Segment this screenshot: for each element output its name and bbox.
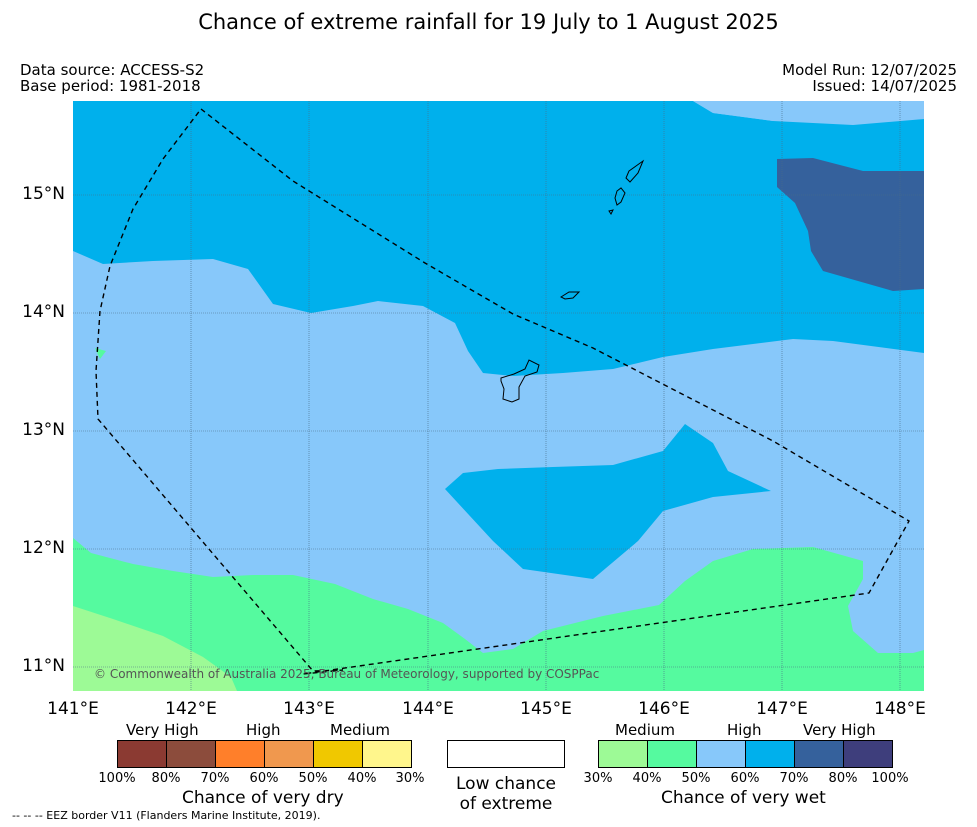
lat-label-12n: 12°N [22, 538, 65, 558]
lon-label-145e: 145°E [520, 699, 572, 719]
dry-tick-70: 70% [200, 771, 230, 786]
dry-category-very-high: Very High [126, 721, 199, 739]
island-guam [500, 359, 540, 403]
island-saipan [625, 159, 645, 183]
island-aguijan [608, 209, 614, 215]
lon-label-143e: 143°E [283, 699, 335, 719]
lon-label-141e: 141°E [47, 699, 99, 719]
low-chance-line1: Low chance [456, 774, 556, 794]
lat-label-15n: 15°N [22, 184, 65, 204]
wet-category-very-high: Very High [803, 721, 876, 739]
rainfall-map [73, 101, 924, 691]
wet-category-medium: Medium [615, 721, 675, 739]
region-wet-60-70-central [445, 424, 771, 579]
dry-tick-100: 100% [98, 771, 136, 786]
meta-left: Data source: ACCESS-S2 Base period: 1981… [20, 62, 204, 94]
low-chance-caption: Low chance of extreme [447, 774, 565, 814]
dry-tick-80: 80% [151, 771, 181, 786]
wet-tick-30: 30% [583, 771, 613, 786]
dry-tick-60: 60% [249, 771, 279, 786]
islands [500, 159, 645, 403]
base-period: Base period: 1981-2018 [20, 77, 201, 95]
dry-swatch-1 [118, 741, 167, 767]
page-title: Chance of extreme rainfall for 19 July t… [198, 10, 779, 34]
lon-label-146e: 146°E [638, 699, 690, 719]
wet-swatch-6 [844, 741, 892, 767]
wet-swatch-5 [795, 741, 844, 767]
region-wet-30-40 [73, 606, 237, 691]
low-chance-line2: of extreme [459, 794, 553, 814]
dry-swatch-6 [363, 741, 411, 767]
lon-label-148e: 148°E [874, 699, 926, 719]
wet-caption: Chance of very wet [661, 788, 826, 808]
dry-tick-40: 40% [347, 771, 377, 786]
lon-label-144e: 144°E [402, 699, 454, 719]
model-run: Model Run: 12/07/2025 [782, 61, 957, 79]
wet-swatch-1 [599, 741, 648, 767]
lat-label-13n: 13°N [22, 420, 65, 440]
dry-colorbar [117, 740, 412, 768]
wet-swatch-3 [697, 741, 746, 767]
dry-swatch-5 [314, 741, 363, 767]
lat-label-14n: 14°N [22, 302, 65, 322]
low-chance-swatch [447, 740, 565, 768]
lon-label-147e: 147°E [756, 699, 808, 719]
dry-caption: Chance of very dry [182, 788, 344, 808]
region-wet-60-70-north [73, 101, 924, 376]
lon-label-142e: 142°E [165, 699, 217, 719]
wet-tick-100: 100% [871, 771, 909, 786]
wet-tick-40: 40% [632, 771, 662, 786]
dry-category-medium: Medium [330, 721, 390, 739]
region-wet-70-80 [777, 158, 924, 291]
dry-tick-30: 30% [395, 771, 425, 786]
lat-label-11n: 11°N [22, 656, 65, 676]
island-tinian [614, 187, 626, 206]
dry-swatch-3 [216, 741, 265, 767]
wet-colorbar [598, 740, 893, 768]
data-source: Data source: ACCESS-S2 [20, 61, 205, 79]
wet-tick-50: 50% [681, 771, 711, 786]
eez-border [95, 108, 910, 675]
eez-footnote: -- -- -- EEZ border V11 (Flanders Marine… [12, 809, 321, 822]
dry-swatch-2 [167, 741, 216, 767]
wet-tick-80: 80% [828, 771, 858, 786]
wet-tick-60: 60% [730, 771, 760, 786]
dry-category-high: High [246, 721, 281, 739]
issued-date: Issued: 14/07/2025 [812, 77, 957, 95]
wet-swatch-4 [746, 741, 795, 767]
copyright-notice: © Commonwealth of Australia 2025, Bureau… [94, 667, 600, 681]
wet-tick-70: 70% [779, 771, 809, 786]
region-wet-50-60-corner [693, 101, 924, 125]
island-rota [559, 291, 581, 300]
dry-tick-50: 50% [298, 771, 328, 786]
dry-swatch-4 [265, 741, 314, 767]
wet-category-high: High [727, 721, 762, 739]
region-wet-40-50-south [73, 538, 924, 691]
meta-right: Model Run: 12/07/2025 Issued: 14/07/2025 [782, 62, 957, 94]
wet-swatch-2 [648, 741, 697, 767]
map-gridlines [73, 101, 924, 691]
